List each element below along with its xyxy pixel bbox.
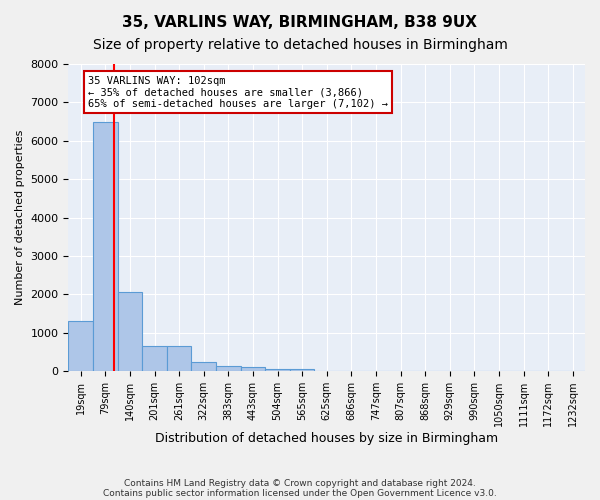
Text: 35, VARLINS WAY, BIRMINGHAM, B38 9UX: 35, VARLINS WAY, BIRMINGHAM, B38 9UX (122, 15, 478, 30)
Bar (68, 322, 93, 371)
Bar (191, 362, 216, 371)
Bar (216, 366, 241, 371)
Bar (265, 369, 290, 371)
Text: Contains HM Land Registry data © Crown copyright and database right 2024.: Contains HM Land Registry data © Crown c… (124, 478, 476, 488)
Bar (118, 292, 142, 371)
Text: 35 VARLINS WAY: 102sqm
← 35% of detached houses are smaller (3,866)
65% of semi-: 35 VARLINS WAY: 102sqm ← 35% of detached… (88, 76, 388, 108)
Bar (142, 346, 167, 371)
Bar (290, 369, 314, 371)
Y-axis label: Number of detached properties: Number of detached properties (15, 130, 25, 306)
Bar (93, 122, 118, 371)
X-axis label: Distribution of detached houses by size in Birmingham: Distribution of detached houses by size … (155, 432, 498, 445)
Bar (167, 346, 191, 371)
Text: Size of property relative to detached houses in Birmingham: Size of property relative to detached ho… (92, 38, 508, 52)
Bar (241, 368, 265, 371)
Text: Contains public sector information licensed under the Open Government Licence v3: Contains public sector information licen… (103, 488, 497, 498)
